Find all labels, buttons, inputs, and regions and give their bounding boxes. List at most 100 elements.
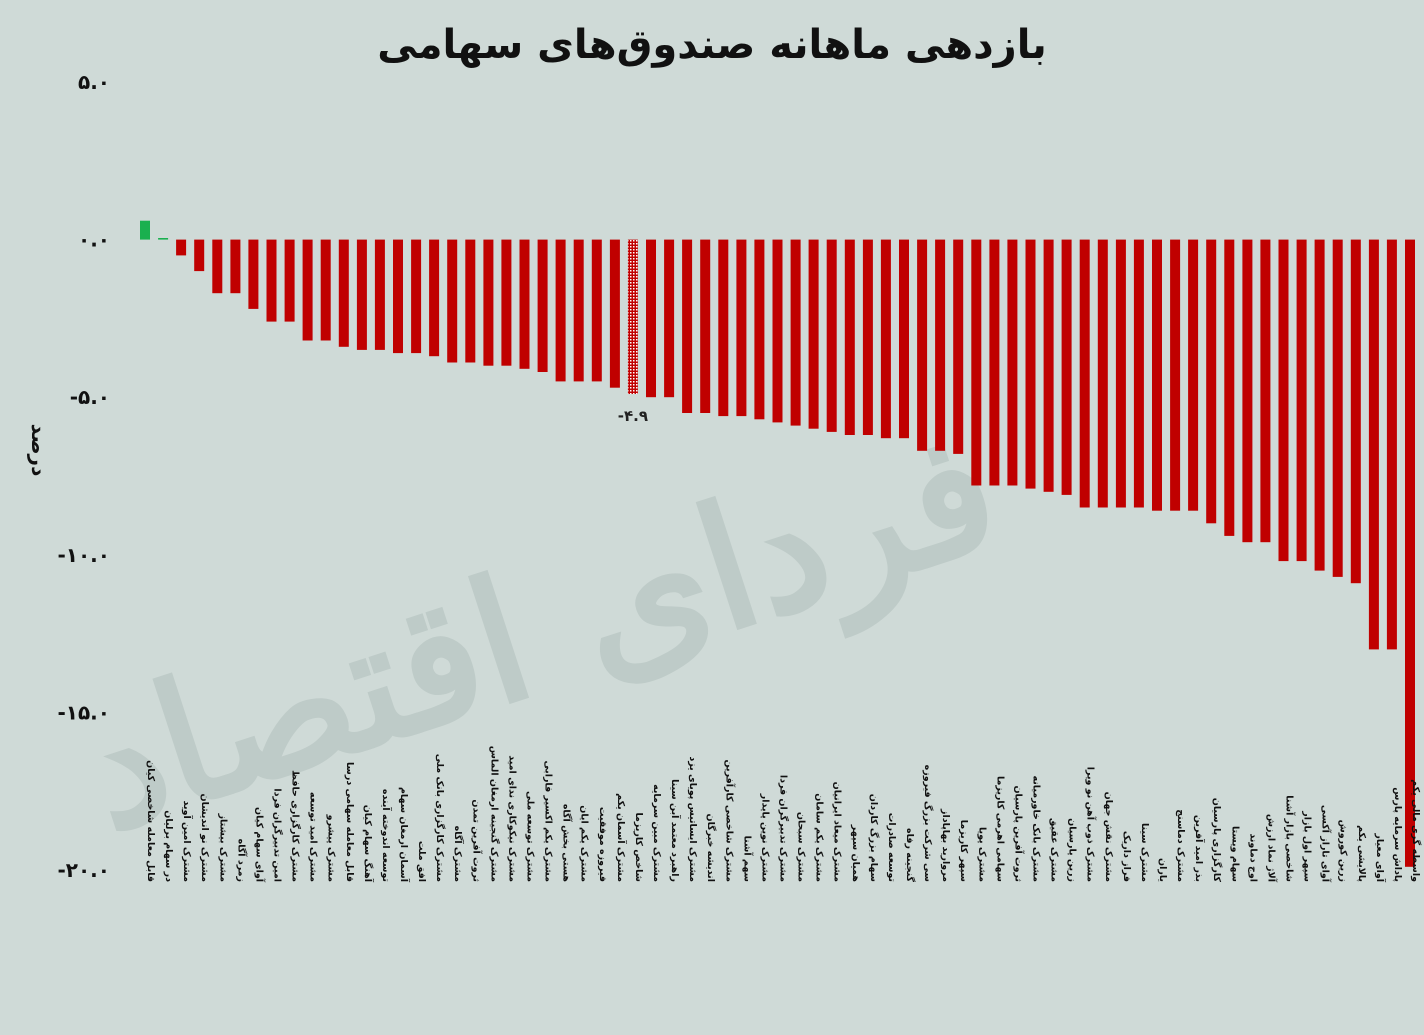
x-tick-label: مشترک تدبیرگران فردا (778, 775, 790, 882)
bar (519, 239, 530, 369)
bar (772, 239, 783, 423)
bar (899, 239, 909, 439)
x-tick-label: امین تدبیرگران فردا (272, 788, 284, 882)
y-tick-label: -۱۵.۰ (57, 700, 110, 724)
bar (844, 239, 855, 435)
bar (302, 239, 313, 341)
x-tick-label: ثروت آفرین پارسیان (1012, 785, 1025, 882)
bar (176, 239, 187, 256)
bar (537, 239, 548, 372)
x-tick-label: مشترک یکم ایان (579, 805, 590, 882)
x-tick-label: سهام ویستا (1229, 826, 1240, 882)
bar (1079, 239, 1090, 508)
highlight-value-label: -۴.۹ (618, 407, 648, 425)
x-tick-label: مشترک ذوب آهن نو ویرا (1085, 767, 1098, 882)
x-tick-label: مشترک یکم اکسیر فارابی (543, 761, 554, 883)
x-tick-label: مشترک عقیق (1049, 818, 1060, 882)
bar (935, 239, 946, 451)
bar (700, 239, 711, 413)
x-tick-label: آوای سهام کیان (253, 807, 266, 883)
y-axis: ۵.۰ ۰.۰ -۵.۰ -۱۰.۰ -۱۵.۰ -۲۰.۰ (57, 70, 110, 882)
bar (627, 239, 638, 394)
bar (880, 239, 891, 439)
x-tick-label: سهام بزرگ کاردان (868, 794, 880, 882)
x-tick-label: همیان سپهر (850, 824, 861, 883)
bar (212, 239, 223, 294)
x-tick-label: مشترک پویا (976, 827, 987, 882)
x-tick-label: مشترک گنجینه ارمغان الماس (488, 746, 500, 882)
bar (917, 239, 928, 451)
bar (1133, 239, 1144, 508)
x-tick-label: فراز داریک (1121, 831, 1132, 882)
y-axis-label: درصد (27, 424, 51, 477)
bar (808, 239, 819, 429)
x-tick-label: مشترک یکم سامان (814, 793, 825, 882)
bar (609, 239, 620, 388)
bar (1405, 239, 1415, 867)
bar (862, 239, 873, 435)
bar (447, 239, 458, 363)
x-tick-label: توسعه صادرات (886, 813, 897, 882)
bar (1188, 239, 1199, 511)
x-tick-label: مشترک نقش جهان (1103, 792, 1114, 882)
bar (591, 239, 602, 382)
bar (1332, 239, 1343, 577)
bar (338, 239, 349, 347)
x-tick-label: مشترک سینا (1139, 823, 1150, 882)
bars (140, 220, 1415, 867)
x-tick-label: سهامی اهرمی کاریزما (994, 776, 1005, 882)
x-tick-label: اوج دماوند (1247, 833, 1258, 882)
x-tick-label: آهنگ سهام کیان (362, 805, 375, 883)
bar (1350, 239, 1361, 584)
x-tick-label: آسمان ارمغان سهام (398, 787, 411, 883)
x-tick-label: سهم آشنا (741, 836, 754, 882)
x-tick-label: مشترک شاخصی کارآفرین (723, 760, 736, 883)
bar (1224, 239, 1235, 536)
x-tick-label: مشترک نو اندیشان (199, 794, 210, 883)
bar (411, 239, 422, 354)
bar (320, 239, 331, 341)
bar (1115, 239, 1126, 508)
bar (194, 239, 205, 272)
x-tick-label: مشترک سبحان (796, 812, 807, 882)
x-tick-label: مشترک ایساتیس پویای یزد (687, 756, 698, 882)
bar (989, 239, 1000, 486)
bar (555, 239, 566, 382)
bar (465, 239, 476, 363)
bar (790, 239, 801, 426)
bar (1061, 239, 1072, 495)
y-tick-label: -۵.۰ (70, 385, 110, 409)
bar (1368, 239, 1379, 650)
bar (374, 239, 385, 350)
bar (1043, 239, 1054, 492)
x-tick-label: شاخص کاریزما (633, 812, 644, 882)
y-tick-label: ۵.۰ (78, 70, 110, 94)
bar (501, 239, 512, 366)
bar (1170, 239, 1181, 511)
bar (646, 239, 656, 398)
bar (1007, 239, 1018, 486)
x-tick-label: افق ملت (416, 841, 427, 882)
x-axis-labels: قابل معامله شاخصی کیان در سهام برلیان مشتر… (145, 746, 1422, 883)
x-tick-label: ثروت آفرین تمدن (470, 799, 483, 882)
x-tick-label: مشترک پیشرو (326, 814, 337, 882)
chart-title: بازدهی ماهانه صندوق‌های سهامی (377, 22, 1047, 68)
y-tick-label: ۰.۰ (78, 228, 110, 252)
bar (1278, 239, 1289, 562)
bar (1242, 239, 1253, 543)
x-tick-label: آوای تاراز آکسی (1320, 805, 1333, 883)
bar (1386, 239, 1397, 650)
x-tick-label: مشترک نوین پایدار (759, 793, 770, 882)
y-tick-label: -۲۰.۰ (57, 858, 110, 882)
x-tick-label: مشترک کارگزاری بانک ملی (434, 754, 446, 882)
bar (682, 239, 693, 413)
x-tick-label: هستی بخش آگاه (561, 804, 574, 883)
x-tick-label: فیروزه موفقیت (597, 807, 608, 882)
x-tick-label: آوای معیار (1374, 832, 1387, 882)
bar (1025, 239, 1036, 489)
x-tick-label: توسعه اندوخته آینده (380, 789, 393, 882)
bar (754, 239, 765, 420)
x-tick-label: مروارید بهاپاداز (940, 808, 951, 882)
bar (1152, 239, 1162, 511)
